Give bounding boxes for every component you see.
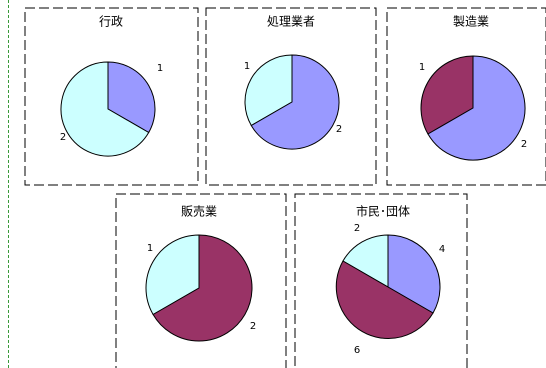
chart-frame [24, 7, 199, 186]
pie-slice [427, 55, 526, 161]
slice-label: 1 [147, 243, 153, 254]
chart-frame [294, 193, 468, 368]
slice-label: 2 [250, 321, 256, 332]
slice-label: 1 [419, 62, 425, 73]
chart-title: 製造業 [453, 15, 489, 29]
slice-label: 2 [521, 139, 527, 150]
pie-chart-2: 処理業者 1 2 [205, 7, 377, 186]
pie-slice [342, 234, 389, 288]
pie-chart-5: 市民･団体 2 4 6 [294, 193, 468, 368]
slice-label: 2 [60, 132, 66, 143]
pie-slice [145, 234, 200, 316]
pie-slice [420, 55, 474, 135]
pie-slice [152, 234, 253, 342]
pie-slice [387, 234, 441, 314]
chart-frame [115, 193, 287, 368]
slice-label: 1 [157, 63, 163, 74]
slice-label: 2 [336, 124, 342, 135]
chart-title: 処理業者 [267, 15, 315, 29]
pie-slice [250, 54, 340, 150]
pie-chart-4: 販売業 1 2 [115, 193, 287, 368]
slice-label: 4 [439, 244, 445, 255]
chart-frame [386, 7, 546, 186]
pie-slice [60, 61, 150, 157]
chart-title: 市民･団体 [356, 204, 410, 219]
chart-frame [205, 7, 377, 186]
pie-chart-3: 製造業 1 2 [386, 7, 546, 186]
chart-title: 行政 [99, 15, 123, 29]
pie-chart-1: 行政 1 2 [24, 7, 199, 186]
pie-slice [107, 61, 156, 134]
slice-label: 1 [244, 61, 250, 72]
pie-slice [335, 260, 434, 339]
slice-label: 6 [354, 345, 360, 356]
slice-label: 2 [354, 223, 360, 234]
page-margin-line [8, 0, 9, 368]
pie-slice [244, 54, 293, 127]
chart-title: 販売業 [181, 204, 217, 219]
